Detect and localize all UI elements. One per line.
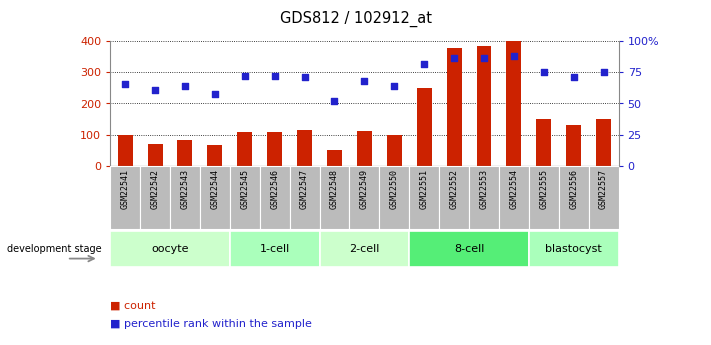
Text: GSM22545: GSM22545 (240, 169, 250, 209)
Point (359, 78, 370, 84)
Text: GSM22544: GSM22544 (210, 169, 220, 209)
Text: GSM22550: GSM22550 (390, 169, 399, 209)
Point (389, 83, 400, 89)
Point (239, 73, 250, 79)
FancyBboxPatch shape (529, 166, 559, 229)
Point (508, 53, 520, 59)
Point (119, 81, 131, 86)
Bar (476, 46, 491, 166)
Bar (118, 135, 133, 166)
FancyBboxPatch shape (469, 166, 499, 229)
FancyBboxPatch shape (170, 166, 200, 229)
Point (449, 55, 460, 60)
Text: GSM22549: GSM22549 (360, 169, 369, 209)
FancyBboxPatch shape (410, 231, 529, 267)
Text: ■ percentile rank within the sample: ■ percentile rank within the sample (110, 319, 312, 329)
Bar (536, 119, 551, 166)
Point (179, 83, 191, 89)
Text: GSM22553: GSM22553 (479, 169, 488, 209)
Text: 8-cell: 8-cell (454, 244, 484, 254)
Text: GSM22551: GSM22551 (419, 169, 429, 209)
Text: oocyte: oocyte (151, 244, 188, 254)
Bar (596, 119, 611, 166)
Text: GDS812 / 102912_at: GDS812 / 102912_at (279, 10, 432, 27)
Text: GSM22548: GSM22548 (330, 169, 339, 209)
Point (538, 70, 550, 75)
FancyBboxPatch shape (230, 231, 319, 267)
Bar (178, 140, 193, 166)
FancyBboxPatch shape (439, 166, 469, 229)
Text: GSM22552: GSM22552 (449, 169, 459, 209)
Text: GSM22542: GSM22542 (151, 169, 159, 209)
Point (299, 75, 310, 80)
Point (328, 98, 340, 104)
FancyBboxPatch shape (380, 166, 410, 229)
Text: GSM22546: GSM22546 (270, 169, 279, 209)
FancyBboxPatch shape (410, 166, 439, 229)
Bar (387, 135, 402, 166)
Bar (506, 41, 521, 166)
Point (419, 61, 430, 67)
Text: 2-cell: 2-cell (349, 244, 380, 254)
Bar (566, 125, 581, 166)
Text: ■ count: ■ count (110, 300, 156, 310)
Point (479, 55, 490, 60)
Text: GSM22555: GSM22555 (540, 169, 548, 209)
Text: GSM22547: GSM22547 (300, 169, 309, 209)
Bar (208, 146, 223, 166)
FancyBboxPatch shape (289, 166, 319, 229)
Bar (447, 48, 461, 166)
Bar (417, 88, 432, 166)
Bar (297, 130, 312, 166)
FancyBboxPatch shape (140, 166, 170, 229)
Text: blastocyst: blastocyst (545, 244, 602, 254)
FancyBboxPatch shape (110, 231, 230, 267)
Text: 1-cell: 1-cell (260, 244, 290, 254)
Point (269, 73, 280, 79)
Text: development stage: development stage (7, 244, 102, 254)
Text: GSM22541: GSM22541 (121, 169, 129, 209)
FancyBboxPatch shape (319, 166, 349, 229)
FancyBboxPatch shape (499, 166, 529, 229)
Bar (357, 130, 372, 166)
FancyBboxPatch shape (589, 166, 619, 229)
FancyBboxPatch shape (319, 231, 410, 267)
Point (568, 75, 579, 80)
FancyBboxPatch shape (349, 166, 380, 229)
Text: GSM22554: GSM22554 (509, 169, 518, 209)
Bar (237, 132, 252, 166)
Text: GSM22543: GSM22543 (181, 169, 189, 209)
Text: GSM22556: GSM22556 (570, 169, 578, 209)
Point (149, 87, 161, 92)
FancyBboxPatch shape (260, 166, 289, 229)
FancyBboxPatch shape (110, 166, 140, 229)
Text: GSM22557: GSM22557 (599, 169, 608, 209)
FancyBboxPatch shape (559, 166, 589, 229)
Bar (148, 145, 163, 166)
FancyBboxPatch shape (200, 166, 230, 229)
Bar (327, 150, 342, 166)
Point (209, 91, 220, 96)
FancyBboxPatch shape (529, 231, 619, 267)
FancyBboxPatch shape (230, 166, 260, 229)
Bar (267, 132, 282, 166)
Point (598, 70, 609, 75)
